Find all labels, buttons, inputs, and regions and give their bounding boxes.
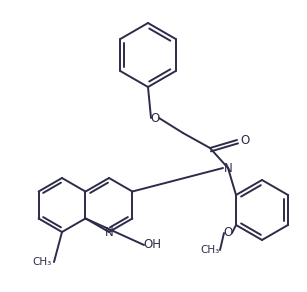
Text: O: O <box>223 227 233 239</box>
Text: N: N <box>223 161 232 175</box>
Text: OH: OH <box>143 239 161 251</box>
Text: N: N <box>105 225 113 239</box>
Text: O: O <box>150 112 160 124</box>
Text: CH₃: CH₃ <box>32 257 52 267</box>
Text: O: O <box>240 133 250 147</box>
Text: CH₃: CH₃ <box>200 245 220 255</box>
